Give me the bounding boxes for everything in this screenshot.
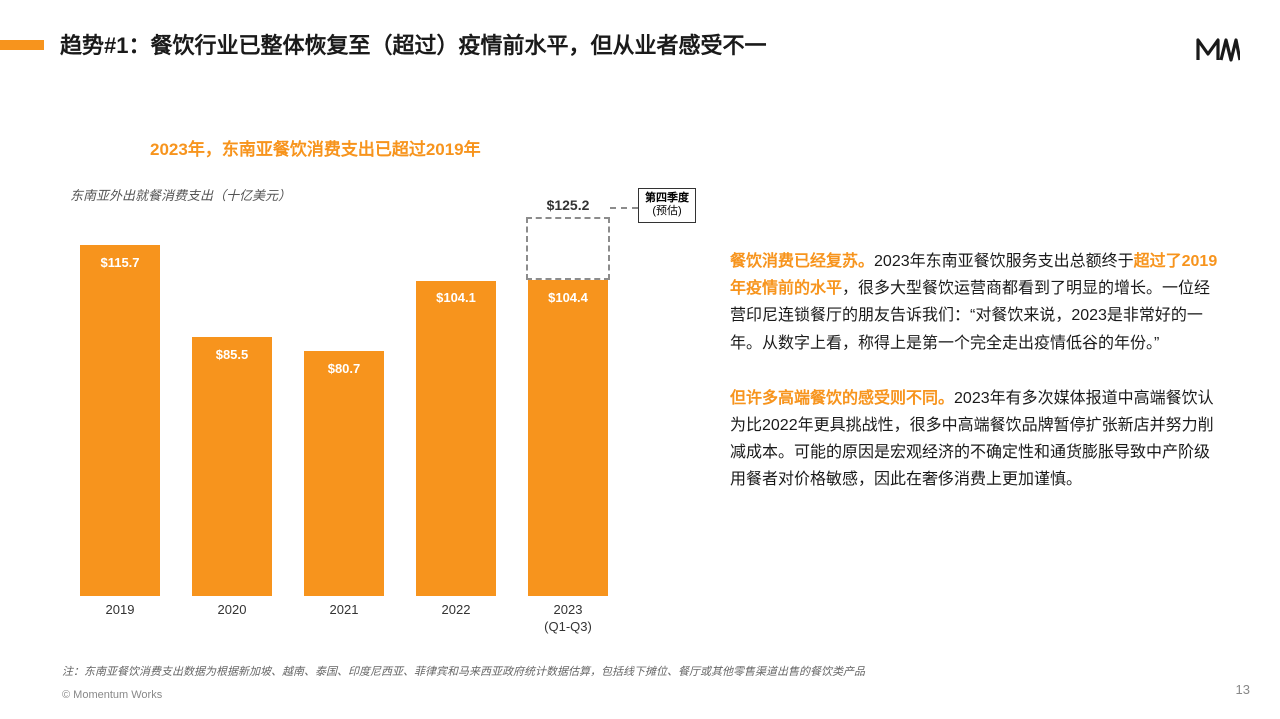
logo-icon xyxy=(1196,36,1240,62)
bar xyxy=(192,337,272,596)
paragraph-1: 餐饮消费已经复苏。2023年东南亚餐饮服务支出总额终于超过了2019年疫情前的水… xyxy=(730,248,1225,357)
bar-group: $80.72021 xyxy=(304,202,384,596)
category-label: 2022 xyxy=(396,602,516,619)
category-label: 2019 xyxy=(60,602,180,619)
bar-value-label: $104.4 xyxy=(528,290,608,305)
forecast-connector xyxy=(610,207,638,209)
copyright: © Momentum Works xyxy=(62,689,162,701)
bar-value-label: $85.5 xyxy=(192,347,272,362)
bar-group: $115.72019 xyxy=(80,202,160,596)
bar-value-label: $104.1 xyxy=(416,290,496,305)
bar xyxy=(528,280,608,596)
forecast-total-label: $125.2 xyxy=(528,197,608,213)
accent-bar xyxy=(0,40,44,50)
bar xyxy=(304,351,384,596)
page-number: 13 xyxy=(1236,682,1250,697)
bar-value-label: $115.7 xyxy=(80,255,160,270)
bar xyxy=(80,245,160,596)
paragraph-2: 但许多高端餐饮的感受则不同。2023年有多次媒体报道中高端餐饮认为比2022年更… xyxy=(730,385,1225,494)
bar-value-label: $80.7 xyxy=(304,361,384,376)
footnote: 注：东南亚餐饮消费支出数据为根据新加坡、越南、泰国、印度尼西亚、菲律宾和马来西亚… xyxy=(62,663,865,679)
bar-chart: $115.72019$85.52020$80.72021$104.12022$1… xyxy=(70,202,710,652)
chart-title: 2023年，东南亚餐饮消费支出已超过2019年 xyxy=(150,135,481,160)
bar-group: $85.52020 xyxy=(192,202,272,596)
category-label: 2021 xyxy=(284,602,404,619)
slide: 趋势#1：餐饮行业已整体恢复至（超过）疫情前水平，但从业者感受不一 2023年，… xyxy=(0,0,1280,719)
body-text: 餐饮消费已经复苏。2023年东南亚餐饮服务支出总额终于超过了2019年疫情前的水… xyxy=(730,248,1225,494)
bar-group: $104.12022 xyxy=(416,202,496,596)
body-span: 2023年东南亚餐饮服务支出总额终于 xyxy=(874,253,1134,270)
highlight-text: 但许多高端餐饮的感受则不同。 xyxy=(730,390,954,407)
forecast-box xyxy=(526,217,610,280)
category-label: 2020 xyxy=(172,602,292,619)
category-label: 2023(Q1-Q3) xyxy=(508,602,628,636)
forecast-estimate-box: 第四季度(预估) xyxy=(638,188,696,222)
bar xyxy=(416,281,496,597)
page-title: 趋势#1：餐饮行业已整体恢复至（超过）疫情前水平，但从业者感受不一 xyxy=(60,28,766,60)
highlight-text: 餐饮消费已经复苏。 xyxy=(730,253,874,270)
